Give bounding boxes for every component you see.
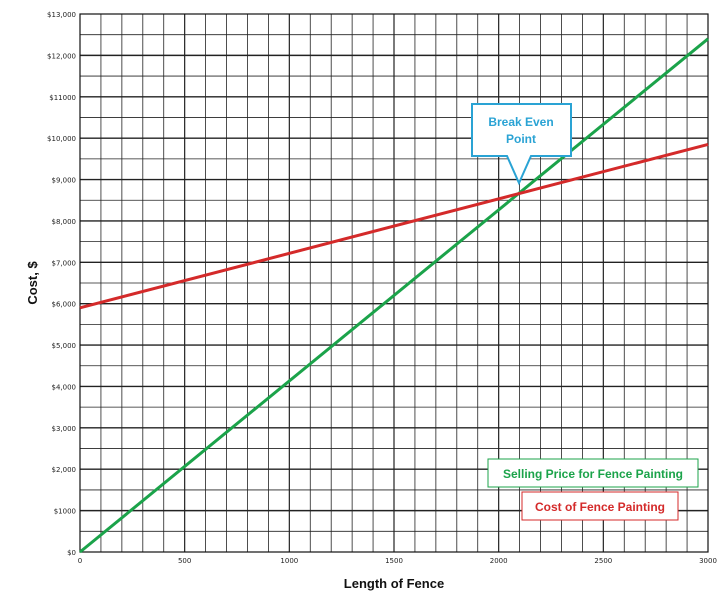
y-tick-label: $5,000 xyxy=(52,342,77,350)
y-tick-label: $8,000 xyxy=(52,218,77,226)
x-tick-label: 2000 xyxy=(490,557,508,565)
y-tick-label: $0 xyxy=(67,549,76,557)
y-tick-label: $11000 xyxy=(49,94,76,102)
legend-cost-label: Cost of Fence Painting xyxy=(535,500,665,514)
callout-line1: Break Even xyxy=(488,115,553,129)
x-tick-label: 1000 xyxy=(280,557,298,565)
x-tick-label: 1500 xyxy=(385,557,403,565)
y-tick-label: $1000 xyxy=(54,508,76,516)
legend-selling-price: Selling Price for Fence Painting xyxy=(487,458,699,488)
series-lines xyxy=(79,37,709,554)
x-tick-labels: 0 500 1000 1500 2000 2500 3000 xyxy=(78,557,717,565)
y-tick-label: $12,000 xyxy=(47,52,76,60)
y-tick-label: $9,000 xyxy=(52,177,77,185)
cost-line xyxy=(79,142,709,310)
y-tick-label: $6,000 xyxy=(52,301,77,309)
x-axis-title: Length of Fence xyxy=(344,576,444,591)
selling-price-line xyxy=(79,37,709,554)
y-tick-label: $3,000 xyxy=(52,425,77,433)
x-tick-label: 500 xyxy=(178,557,191,565)
y-tick-label: $10,000 xyxy=(47,135,76,143)
legend-cost: Cost of Fence Painting xyxy=(521,491,679,521)
x-tick-label: 2500 xyxy=(594,557,612,565)
callout-line2: Point xyxy=(506,132,536,146)
x-tick-label: 0 xyxy=(78,557,82,565)
callout-box xyxy=(471,103,572,186)
y-tick-label: $2,000 xyxy=(52,466,77,474)
legend-cost-box xyxy=(521,491,679,521)
legend-selling-price-box xyxy=(487,458,699,488)
break-even-callout: Break Even Point xyxy=(471,103,572,186)
y-tick-labels: $0 $1000 $2,000 $3,000 $4,000 $5,000 $6,000 $7,… xyxy=(47,11,76,557)
y-tick-label: $13,000 xyxy=(47,11,76,19)
y-tick-label: $7,000 xyxy=(52,259,77,267)
y-axis-title: Cost, $ xyxy=(25,261,40,305)
plot-border xyxy=(79,13,709,553)
legend-selling-price-label: Selling Price for Fence Painting xyxy=(503,467,683,481)
y-tick-label: $4,000 xyxy=(52,383,77,391)
x-tick-label: 3000 xyxy=(699,557,717,565)
